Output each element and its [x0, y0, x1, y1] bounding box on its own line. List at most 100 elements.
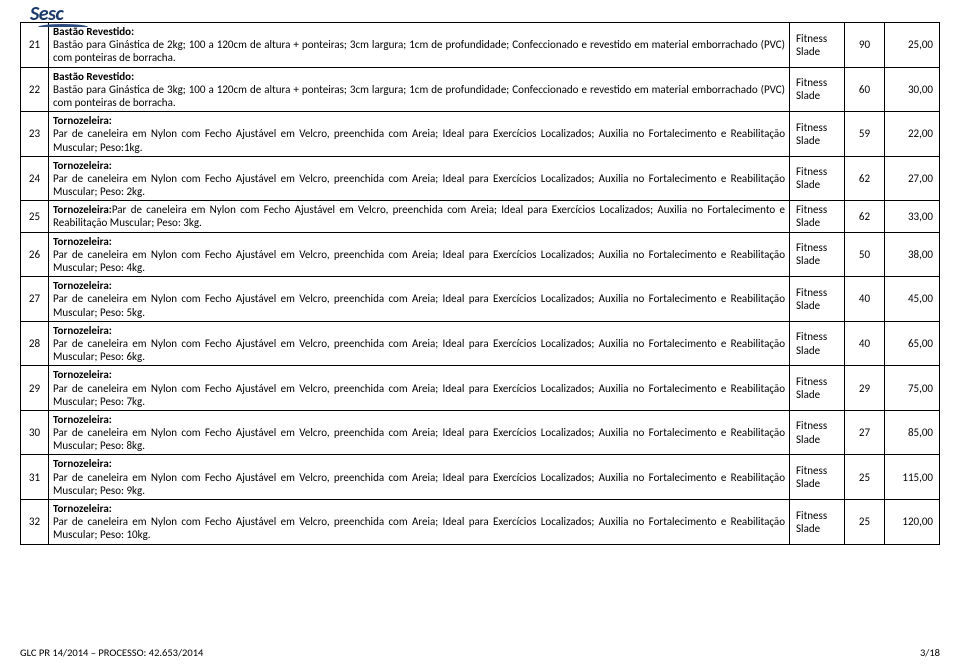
- row-qty: 90: [845, 23, 885, 68]
- brand-line1: Fitness: [796, 509, 840, 522]
- row-description: Tornozeleira:Par de caneleira em Nylon c…: [49, 366, 790, 411]
- row-body: Par de caneleira em Nylon com Fecho Ajus…: [53, 292, 785, 318]
- table-row: 27Tornozeleira:Par de caneleira em Nylon…: [21, 277, 940, 322]
- row-title: Tornozeleira:: [53, 203, 112, 216]
- row-description: Tornozeleira:Par de caneleira em Nylon c…: [49, 277, 790, 322]
- row-title: Tornozeleira:: [53, 159, 785, 172]
- brand-line2: Slade: [796, 89, 840, 102]
- row-brand: FitnessSlade: [790, 67, 845, 112]
- row-brand: FitnessSlade: [790, 321, 845, 366]
- row-description: Tornozeleira:Par de caneleira em Nylon c…: [49, 410, 790, 455]
- row-price: 45,00: [885, 277, 940, 322]
- brand-line2: Slade: [796, 299, 840, 312]
- row-title: Tornozeleira:: [53, 368, 785, 381]
- row-qty: 29: [845, 366, 885, 411]
- row-body: Par de caneleira em Nylon com Fecho Ajus…: [53, 515, 785, 541]
- table-row: 23Tornozeleira:Par de caneleira em Nylon…: [21, 112, 940, 157]
- row-price: 27,00: [885, 156, 940, 201]
- row-title: Tornozeleira:: [53, 413, 785, 426]
- row-description: Bastão Revestido:Bastão para Ginástica d…: [49, 67, 790, 112]
- row-brand: FitnessSlade: [790, 455, 845, 500]
- row-body: Par de caneleira em Nylon com Fecho Ajus…: [53, 382, 785, 408]
- row-qty: 27: [845, 410, 885, 455]
- brand-line2: Slade: [796, 388, 840, 401]
- brand-line1: Fitness: [796, 32, 840, 45]
- row-number: 25: [21, 201, 49, 232]
- row-title: Tornozeleira:: [53, 502, 785, 515]
- row-description: Tornozeleira:Par de caneleira em Nylon c…: [49, 112, 790, 157]
- table-row: 31Tornozeleira:Par de caneleira em Nylon…: [21, 455, 940, 500]
- row-description: Tornozeleira:Par de caneleira em Nylon c…: [49, 455, 790, 500]
- table-row: 29Tornozeleira:Par de caneleira em Nylon…: [21, 366, 940, 411]
- row-qty: 62: [845, 201, 885, 232]
- row-title: Tornozeleira:: [53, 279, 785, 292]
- row-body: Par de caneleira em Nylon com Fecho Ajus…: [53, 337, 785, 363]
- row-description: Bastão Revestido:Bastão para Ginástica d…: [49, 23, 790, 68]
- row-qty: 62: [845, 156, 885, 201]
- row-brand: FitnessSlade: [790, 410, 845, 455]
- brand-line1: Fitness: [796, 203, 840, 216]
- row-price: 75,00: [885, 366, 940, 411]
- row-qty: 25: [845, 455, 885, 500]
- row-brand: FitnessSlade: [790, 232, 845, 277]
- row-number: 31: [21, 455, 49, 500]
- row-price: 38,00: [885, 232, 940, 277]
- row-price: 22,00: [885, 112, 940, 157]
- row-price: 120,00: [885, 500, 940, 545]
- brand-line1: Fitness: [796, 330, 840, 343]
- brand-line1: Fitness: [796, 375, 840, 388]
- row-body: Par de caneleira em Nylon com Fecho Ajus…: [53, 471, 785, 497]
- footer: GLC PR 14/2014 – PROCESSO: 42.653/2014 3…: [20, 646, 940, 659]
- row-number: 29: [21, 366, 49, 411]
- brand-line2: Slade: [796, 344, 840, 357]
- brand-line2: Slade: [796, 254, 840, 267]
- row-brand: FitnessSlade: [790, 112, 845, 157]
- row-number: 27: [21, 277, 49, 322]
- row-number: 28: [21, 321, 49, 366]
- logo: Sesc: [30, 2, 100, 30]
- row-body: Bastão para Ginástica de 3kg; 100 a 120c…: [53, 83, 785, 109]
- row-description: Tornozeleira:Par de caneleira em Nylon c…: [49, 232, 790, 277]
- table-row: 24Tornozeleira:Par de caneleira em Nylon…: [21, 156, 940, 201]
- row-brand: FitnessSlade: [790, 500, 845, 545]
- row-price: 85,00: [885, 410, 940, 455]
- row-brand: FitnessSlade: [790, 201, 845, 232]
- row-number: 30: [21, 410, 49, 455]
- table-row: 21Bastão Revestido:Bastão para Ginástica…: [21, 23, 940, 68]
- row-description: Tornozeleira:Par de caneleira em Nylon c…: [49, 321, 790, 366]
- table-row: 26Tornozeleira:Par de caneleira em Nylon…: [21, 232, 940, 277]
- brand-line2: Slade: [796, 433, 840, 446]
- row-title: Tornozeleira:: [53, 235, 785, 248]
- row-description: Tornozeleira:Par de caneleira em Nylon c…: [49, 201, 790, 232]
- brand-line2: Slade: [796, 178, 840, 191]
- row-price: 33,00: [885, 201, 940, 232]
- brand-line2: Slade: [796, 45, 840, 58]
- row-price: 25,00: [885, 23, 940, 68]
- brand-line1: Fitness: [796, 286, 840, 299]
- table-row: 25Tornozeleira:Par de caneleira em Nylon…: [21, 201, 940, 232]
- row-title: Tornozeleira:: [53, 114, 785, 127]
- row-title: Bastão Revestido:: [53, 70, 785, 83]
- table-row: 28Tornozeleira:Par de caneleira em Nylon…: [21, 321, 940, 366]
- row-qty: 59: [845, 112, 885, 157]
- brand-line1: Fitness: [796, 76, 840, 89]
- footer-right: 3/18: [920, 646, 940, 659]
- row-description: Tornozeleira:Par de caneleira em Nylon c…: [49, 156, 790, 201]
- row-brand: FitnessSlade: [790, 156, 845, 201]
- row-body: Bastão para Ginástica de 2kg; 100 a 120c…: [53, 38, 785, 64]
- row-number: 22: [21, 67, 49, 112]
- brand-line1: Fitness: [796, 121, 840, 134]
- brand-line1: Fitness: [796, 464, 840, 477]
- brand-line1: Fitness: [796, 241, 840, 254]
- row-qty: 25: [845, 500, 885, 545]
- row-body: Par de caneleira em Nylon com Fecho Ajus…: [53, 248, 785, 274]
- row-number: 23: [21, 112, 49, 157]
- row-description: Tornozeleira:Par de caneleira em Nylon c…: [49, 500, 790, 545]
- row-price: 115,00: [885, 455, 940, 500]
- brand-line1: Fitness: [796, 165, 840, 178]
- table-row: 22Bastão Revestido:Bastão para Ginástica…: [21, 67, 940, 112]
- row-body: Par de caneleira em Nylon com Fecho Ajus…: [53, 127, 785, 153]
- row-title: Bastão Revestido:: [53, 25, 785, 38]
- row-body: Par de caneleira em Nylon com Fecho Ajus…: [53, 172, 785, 198]
- brand-line2: Slade: [796, 477, 840, 490]
